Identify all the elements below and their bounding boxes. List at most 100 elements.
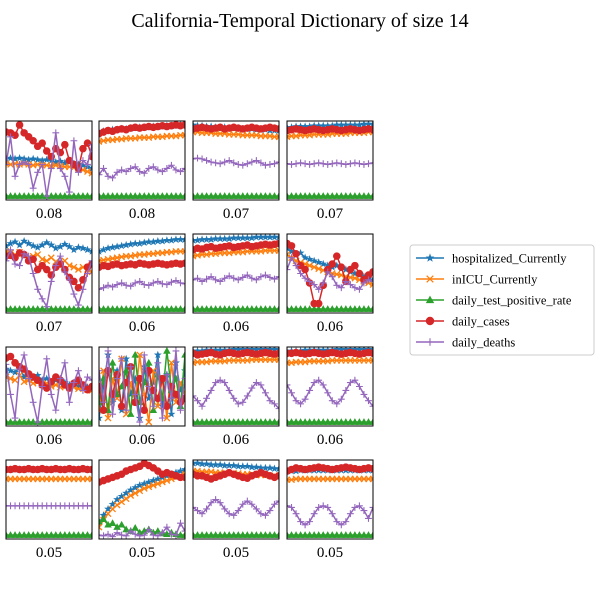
data-point-hospitalized_Currently bbox=[113, 242, 122, 250]
data-point-hospitalized_Currently bbox=[266, 234, 274, 241]
data-point-daily_deaths bbox=[234, 276, 242, 284]
data-point-daily_deaths bbox=[52, 406, 60, 414]
data-point-daily_deaths bbox=[356, 383, 363, 390]
legend-label: daily_test_positive_rate bbox=[452, 294, 572, 308]
data-point-daily_test_positive_rate bbox=[369, 305, 373, 312]
data-point-daily_cases bbox=[6, 352, 15, 361]
data-point-hospitalized_Currently bbox=[355, 121, 364, 129]
data-point-daily_test_positive_rate bbox=[369, 418, 373, 425]
data-point-daily_deaths bbox=[360, 161, 368, 168]
axes-frame bbox=[192, 346, 280, 427]
data-point-daily_test_positive_rate bbox=[88, 531, 92, 538]
data-point-daily_deaths bbox=[333, 281, 341, 289]
data-point-inICU_Currently bbox=[122, 495, 130, 503]
data-point-daily_deaths bbox=[163, 523, 171, 531]
data-point-inICU_Currently bbox=[88, 475, 92, 483]
data-point-daily_deaths bbox=[193, 276, 197, 284]
data-point-daily_deaths bbox=[11, 172, 19, 180]
data-point-inICU_Currently bbox=[315, 265, 323, 273]
data-point-hospitalized_Currently bbox=[79, 161, 87, 169]
plot-area bbox=[193, 347, 279, 425]
data-point-daily_deaths bbox=[104, 281, 112, 289]
data-point-daily_test_positive_rate bbox=[6, 418, 10, 425]
data-point-hospitalized_Currently bbox=[332, 261, 341, 269]
axes-frame bbox=[5, 120, 93, 201]
data-point-inICU_Currently bbox=[154, 402, 162, 410]
data-point-hospitalized_Currently bbox=[216, 460, 225, 469]
data-point-daily_cases bbox=[163, 402, 171, 411]
data-point-inICU_Currently bbox=[181, 131, 185, 139]
data-point-hospitalized_Currently bbox=[153, 236, 162, 245]
data-point-hospitalized_Currently bbox=[270, 464, 279, 473]
data-point-daily_deaths bbox=[6, 161, 10, 168]
data-point-daily_deaths bbox=[275, 405, 279, 413]
data-point-daily_deaths bbox=[154, 359, 162, 367]
data-point-daily_deaths bbox=[140, 531, 148, 539]
data-point-daily_deaths bbox=[252, 505, 260, 513]
data-point-inICU_Currently bbox=[275, 356, 279, 364]
data-point-daily_cases bbox=[328, 260, 337, 268]
data-point-daily_deaths bbox=[234, 161, 242, 168]
panel-label: 0.05 bbox=[223, 545, 249, 561]
data-point-daily_deaths bbox=[365, 397, 372, 405]
data-point-hospitalized_Currently bbox=[220, 234, 229, 243]
data-point-daily_deaths bbox=[310, 379, 318, 386]
data-point-daily_deaths bbox=[333, 159, 341, 167]
data-point-daily_cases bbox=[287, 242, 296, 250]
subplot-panel: 0.08 bbox=[98, 120, 186, 222]
data-point-daily_deaths bbox=[52, 262, 60, 270]
data-point-daily_deaths bbox=[234, 507, 242, 514]
data-point-daily_deaths bbox=[315, 285, 323, 293]
data-point-daily_cases bbox=[154, 394, 162, 403]
data-point-hospitalized_Currently bbox=[88, 164, 92, 172]
data-point-hospitalized_Currently bbox=[83, 245, 92, 254]
data-point-daily_deaths bbox=[131, 279, 139, 287]
data-point-daily_deaths bbox=[136, 532, 144, 539]
data-point-daily_deaths bbox=[127, 527, 135, 535]
data-point-hospitalized_Currently bbox=[162, 236, 171, 244]
data-point-daily_deaths bbox=[287, 160, 291, 168]
data-point-hospitalized_Currently bbox=[149, 476, 158, 484]
data-point-daily_deaths bbox=[34, 418, 42, 426]
data-point-daily_deaths bbox=[369, 402, 373, 410]
data-point-daily_deaths bbox=[140, 281, 148, 288]
data-point-daily_deaths bbox=[207, 387, 215, 394]
data-point-daily_deaths bbox=[158, 529, 166, 537]
data-point-daily_deaths bbox=[198, 510, 206, 518]
data-point-hospitalized_Currently bbox=[6, 241, 10, 250]
data-point-daily_deaths bbox=[203, 505, 210, 513]
data-point-hospitalized_Currently bbox=[20, 236, 29, 245]
panel-label: 0.06 bbox=[223, 432, 250, 448]
data-point-daily_deaths bbox=[333, 518, 341, 526]
data-point-hospitalized_Currently bbox=[144, 477, 153, 486]
plot-area bbox=[6, 464, 92, 538]
data-point-daily_deaths bbox=[25, 161, 33, 168]
data-point-daily_deaths bbox=[79, 285, 87, 293]
data-point-daily_test_positive_rate bbox=[181, 305, 185, 312]
data-point-hospitalized_Currently bbox=[238, 234, 247, 242]
data-point-daily_deaths bbox=[248, 274, 256, 282]
data-point-hospitalized_Currently bbox=[181, 235, 185, 243]
panel-label: 0.05 bbox=[36, 545, 62, 561]
data-point-daily_deaths bbox=[212, 159, 220, 167]
data-point-hospitalized_Currently bbox=[69, 245, 78, 254]
subplot-panel: 0.05 bbox=[98, 459, 186, 561]
data-point-daily_deaths bbox=[38, 161, 46, 168]
data-point-daily_test_positive_rate bbox=[99, 515, 108, 523]
data-point-daily_deaths bbox=[113, 375, 121, 383]
subplot-panel: 0.06 bbox=[98, 346, 186, 448]
data-point-daily_cases bbox=[61, 140, 69, 149]
data-point-hospitalized_Currently bbox=[104, 244, 112, 252]
data-point-daily_cases bbox=[11, 131, 19, 139]
data-point-daily_deaths bbox=[158, 414, 166, 422]
data-point-daily_deaths bbox=[136, 168, 144, 175]
data-point-hospitalized_Currently bbox=[24, 239, 33, 247]
data-point-daily_deaths bbox=[369, 159, 373, 167]
panel-label: 0.06 bbox=[36, 432, 63, 448]
data-point-inICU_Currently bbox=[104, 414, 112, 422]
data-point-daily_deaths bbox=[239, 274, 247, 281]
data-point-daily_deaths bbox=[118, 355, 126, 363]
data-point-daily_test_positive_rate bbox=[275, 531, 279, 538]
data-point-daily_deaths bbox=[99, 531, 103, 539]
